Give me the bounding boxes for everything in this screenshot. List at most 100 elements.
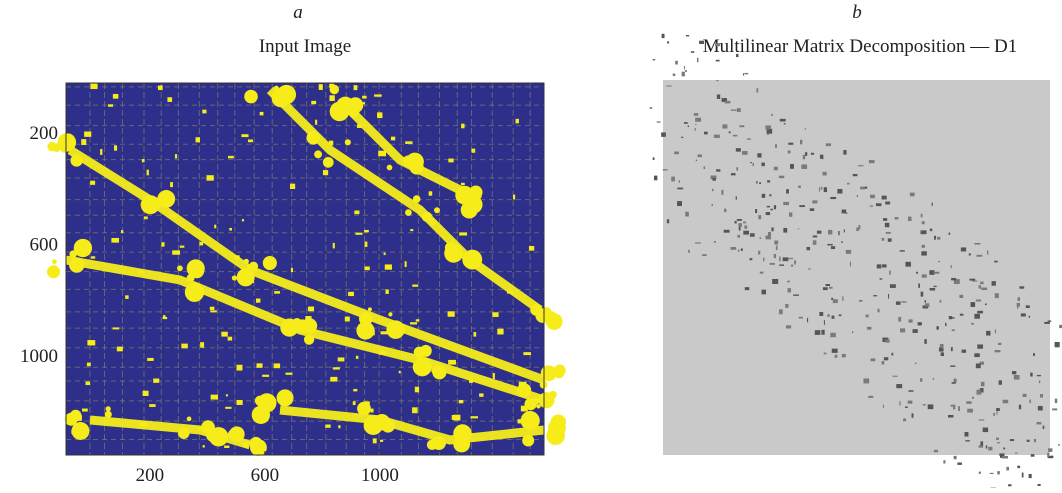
flood-feature [536,404,540,408]
speckle [832,349,838,353]
speckle [743,231,749,235]
speckle [731,173,736,175]
speckle [950,365,955,366]
speckle [1002,456,1008,459]
speckle [866,315,869,318]
flood-feature [405,209,412,216]
speckle [684,122,688,124]
speckle [876,203,882,206]
speckle [650,107,653,108]
speckle [965,440,970,441]
panel-title: Multilinear Matrix Decomposition — D1 [703,36,1018,57]
speckle [908,390,913,392]
speckle [784,123,786,124]
speckle [934,236,936,240]
flood-feature [105,411,112,418]
speckle [985,303,987,305]
flood-feature [364,230,369,232]
flood-feature [384,253,386,255]
speckle [953,406,955,409]
speckle [1012,371,1016,374]
speckle [934,272,940,274]
speckle [1019,405,1021,410]
flood-feature [427,440,438,451]
flood-feature [497,329,503,335]
speckle [724,209,726,212]
flood-feature [354,85,358,90]
flood-feature [285,373,292,375]
speckle [824,187,827,192]
flood-feature [121,230,123,233]
flood-feature [210,307,215,310]
flood-feature [459,232,467,235]
speckle [824,320,825,325]
speckle [994,261,998,263]
speckle [779,264,784,265]
speckle [685,212,689,217]
speckle [858,225,860,230]
speckle [695,128,696,131]
speckle [932,203,933,206]
y-tick-label: 200 [30,123,59,144]
speckle [1039,381,1040,384]
speckle [791,265,793,267]
speckle [682,72,685,77]
flood-feature [379,351,386,355]
flood-feature [177,265,183,271]
speckle [856,227,858,231]
flood-feature [241,134,248,137]
speckle [681,137,683,138]
speckle [925,303,929,306]
flood-feature [224,445,229,448]
speckle [760,272,764,274]
speckle [824,353,827,355]
y-tick-label: 1000 [20,346,58,367]
speckle [698,154,702,157]
speckle [776,245,778,250]
flood-feature [228,430,238,440]
speckle [853,174,858,176]
speckle [930,288,936,291]
speckle [779,256,780,261]
flood-feature [314,150,322,158]
speckle [817,231,822,234]
speckle [1030,373,1032,377]
speckle [959,295,963,298]
flood-feature [221,332,228,337]
speckle [908,401,913,404]
flood-feature [236,365,242,371]
speckle [826,143,831,146]
speckle [685,70,687,72]
flood-feature [181,344,188,349]
speckle [767,206,770,208]
speckle [1047,453,1049,457]
speckle [871,358,876,361]
speckle [979,419,984,420]
speckle [695,118,701,122]
speckle [934,286,937,287]
flood-feature [448,360,456,365]
speckle [739,227,741,231]
speckle [1019,286,1024,288]
speckle [677,188,683,190]
speckle [977,311,983,314]
flood-feature [471,416,479,418]
flood-feature [348,292,354,296]
flood-feature [373,438,377,443]
speckle [934,450,938,452]
flood-feature [82,409,88,412]
speckle [663,169,668,170]
speckle [810,208,814,211]
speckle [653,157,655,160]
speckle [657,122,661,123]
flood-feature [178,427,189,438]
flood-feature [329,95,334,101]
speckle [813,236,818,238]
flood-feature [161,242,164,246]
speckle [717,94,720,99]
speckle [976,300,981,302]
speckle [896,301,901,304]
flood-feature [185,283,204,302]
speckle [758,251,760,255]
speckle [807,318,808,322]
